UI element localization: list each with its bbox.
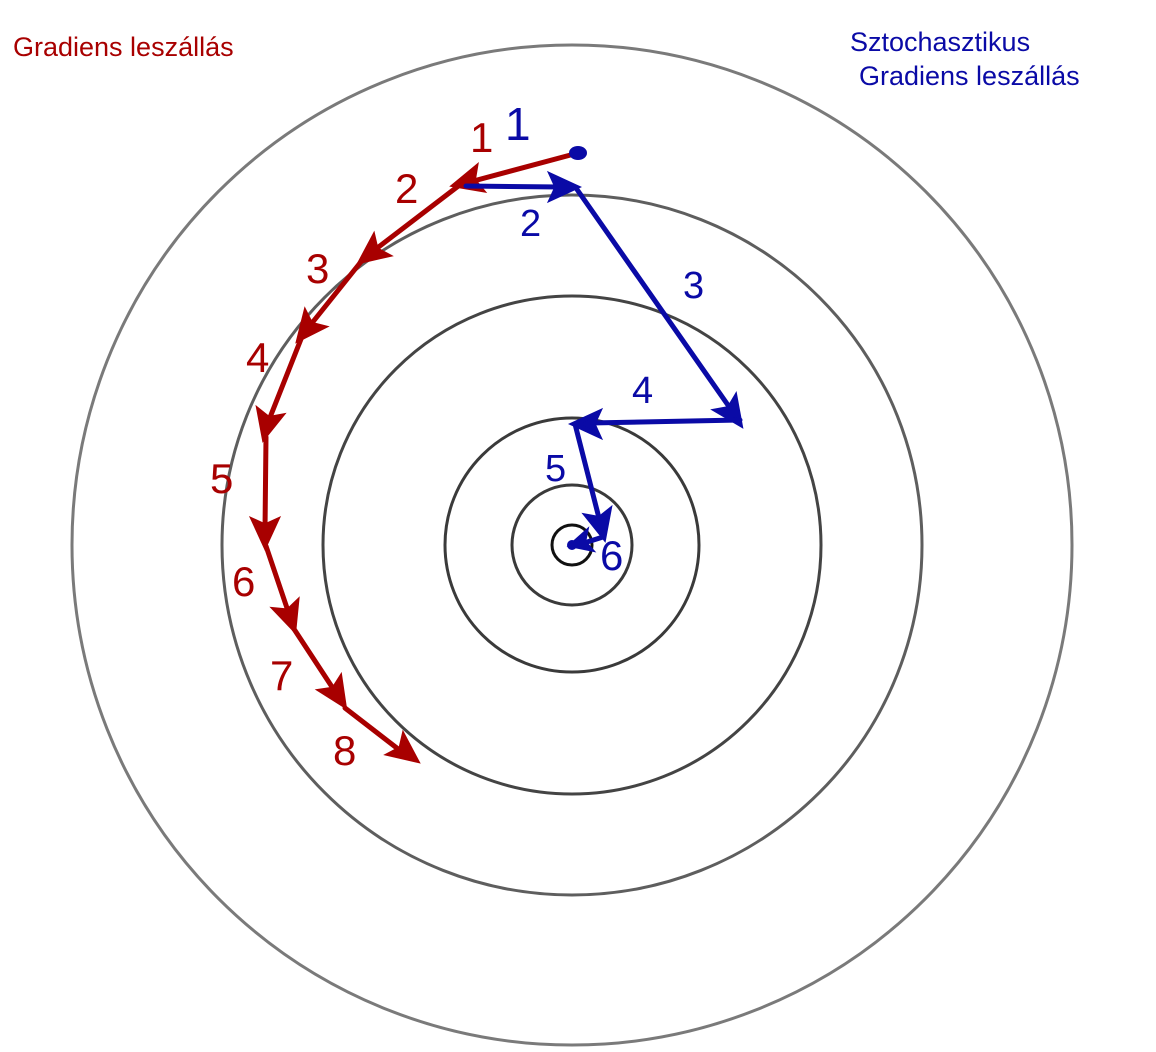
gd-step-2	[369, 181, 464, 255]
minimum-point	[567, 540, 577, 550]
gd-arrowhead-1	[449, 161, 488, 193]
sgd-step-3	[573, 185, 733, 411]
sgd-step-6	[581, 534, 606, 546]
gd-step-4	[264, 331, 306, 428]
sgd-step-5	[572, 421, 603, 525]
stochastic-gradient-descent-path	[463, 146, 744, 553]
sgd-arrowhead-2	[546, 170, 583, 204]
sgd-label-5: 5	[545, 448, 566, 490]
sgd-step-labels: 1 2 3 4 5 6	[505, 98, 704, 579]
gd-step-5	[262, 434, 269, 533]
gd-step-8	[342, 705, 405, 755]
sgd-label-2: 2	[520, 203, 541, 245]
gradient-descent-title: Gradiens leszállás	[13, 32, 234, 62]
sgd-arrowhead-4	[567, 407, 604, 441]
contour-ring-6	[550, 523, 594, 567]
contour-ring-5	[510, 483, 634, 607]
gd-label-5: 5	[210, 455, 233, 502]
sgd-step-2	[463, 183, 564, 190]
gd-arrowhead-6	[269, 596, 300, 635]
sgd-label-3: 3	[683, 265, 704, 307]
gd-label-7: 7	[270, 652, 293, 699]
gd-step-6	[263, 543, 292, 617]
gd-label-2: 2	[395, 165, 418, 212]
gd-step-3	[305, 255, 367, 331]
gradient-descent-path	[248, 150, 581, 764]
sgd-label-1: 1	[505, 98, 531, 150]
sgd-arrowhead-3	[710, 390, 744, 429]
gd-arrowhead-7	[314, 671, 348, 711]
contour-lines	[70, 43, 1074, 1047]
contour-ring-3	[321, 294, 823, 796]
sgd-label-6: 6	[600, 532, 623, 579]
contour-ring-4	[443, 416, 701, 674]
sgd-arrowhead-5	[581, 504, 613, 543]
gd-arrowhead-5	[248, 515, 282, 552]
sgd-title-line1: Sztochasztikus	[850, 27, 1031, 57]
sgd-step-4	[587, 417, 743, 426]
gd-step-1	[463, 150, 581, 186]
gd-arrowhead-8	[383, 729, 421, 764]
contour-ring-1	[70, 43, 1074, 1047]
gd-label-4: 4	[246, 334, 269, 381]
contour-ring-2	[220, 193, 924, 897]
gd-step-7	[291, 626, 339, 696]
gd-label-3: 3	[306, 245, 329, 292]
sgd-title-line2: Gradiens leszállás	[859, 61, 1080, 91]
start-point	[569, 146, 587, 160]
gd-label-1: 1	[470, 114, 493, 161]
gd-arrowhead-4	[255, 404, 287, 443]
gd-step-labels: 1 2 3 4 5 6 7 8	[210, 114, 493, 774]
gd-label-8: 8	[333, 727, 356, 774]
gd-label-6: 6	[232, 558, 255, 605]
stochastic-gradient-descent-title: Sztochasztikus Gradiens leszállás	[850, 25, 1080, 93]
sgd-label-4: 4	[632, 370, 653, 412]
gd-arrowhead-2	[356, 230, 394, 265]
